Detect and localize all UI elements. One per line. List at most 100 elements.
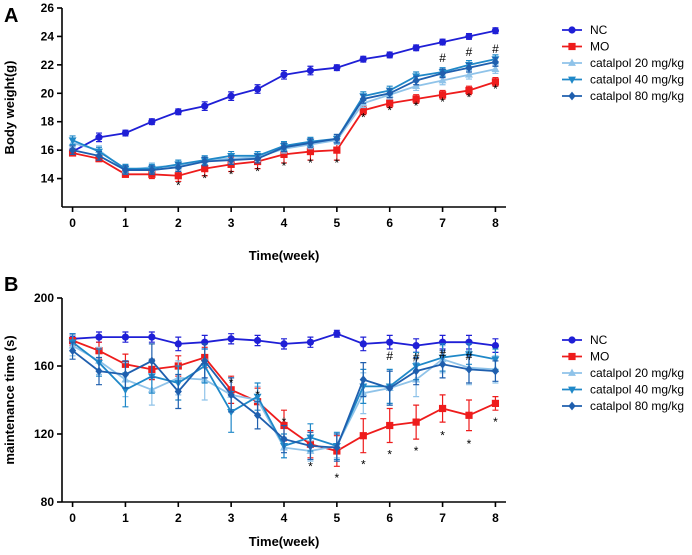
data-point	[201, 165, 209, 173]
hash-annotation: #	[466, 349, 473, 363]
y-tick-label: 22	[41, 58, 55, 72]
data-point	[201, 157, 209, 166]
data-point	[465, 32, 473, 41]
data-point	[148, 333, 156, 341]
data-point	[333, 134, 341, 144]
legend-label: catalpol 80 mg/kg	[590, 89, 684, 103]
legend-label: catalpol 20 mg/kg	[590, 56, 684, 70]
axes-b	[57, 297, 506, 507]
data-point	[412, 81, 421, 90]
data-point	[201, 102, 209, 110]
data-point	[253, 393, 262, 401]
data-point	[491, 57, 500, 67]
star-annotation: *	[361, 458, 366, 472]
data-point	[465, 86, 473, 95]
legend-marker	[568, 336, 576, 344]
data-point	[253, 154, 262, 163]
data-point	[306, 441, 315, 451]
data-point	[280, 340, 288, 348]
data-point	[121, 333, 130, 341]
data-point	[412, 366, 420, 376]
y-tick-label: 20	[41, 86, 55, 100]
legend-marker	[568, 76, 576, 84]
data-point	[491, 342, 500, 350]
legend-label: NC	[590, 23, 608, 37]
y-tick-label: 24	[41, 29, 55, 43]
x-tick-label: 5	[334, 511, 341, 525]
star-annotation: *	[387, 103, 392, 117]
legend-label: NC	[590, 333, 608, 347]
data-point	[333, 443, 341, 452]
axes-a	[57, 7, 506, 212]
legend-marker	[568, 42, 576, 51]
data-point	[386, 383, 394, 393]
star-annotation: *	[229, 167, 234, 181]
data-point	[68, 145, 77, 155]
data-point	[174, 162, 182, 172]
data-point	[412, 44, 420, 52]
data-point	[121, 165, 130, 175]
data-point	[359, 340, 367, 348]
data-point	[386, 51, 394, 59]
series-NC	[68, 27, 500, 156]
data-point	[438, 38, 447, 46]
data-point	[386, 88, 394, 98]
data-point	[95, 366, 103, 376]
data-point	[174, 108, 182, 116]
legend-marker	[568, 91, 576, 101]
data-point	[491, 64, 500, 73]
hash-annotation: #	[413, 351, 420, 365]
x-tick-label: 8	[492, 216, 499, 230]
series-NC	[68, 329, 500, 353]
data-point	[333, 330, 341, 338]
data-point	[438, 359, 447, 369]
legend-marker	[568, 58, 576, 66]
data-point	[95, 151, 103, 161]
y-tick-label: 160	[34, 359, 54, 373]
legend-marker	[568, 352, 576, 361]
data-point	[174, 340, 182, 348]
x-tick-label: 1	[122, 511, 129, 525]
hash-annotation: #	[439, 347, 446, 361]
star-annotation: *	[308, 459, 313, 473]
star-annotation: *	[229, 376, 234, 390]
legend-label: MO	[590, 350, 609, 364]
series-cat80	[68, 341, 500, 462]
data-point	[227, 409, 236, 417]
y-tick-label: 18	[41, 115, 55, 129]
star-annotation: *	[202, 172, 207, 186]
data-point	[227, 390, 235, 400]
data-point	[306, 138, 315, 148]
data-point	[438, 91, 447, 99]
data-point	[491, 366, 500, 376]
star-annotation: *	[467, 437, 472, 451]
star-annotation: *	[335, 471, 340, 485]
data-point	[227, 155, 235, 165]
panel-a: A 14 16 18 20 22 24 26 0 1 2 3 4 5 6 7 8 Time(week) Body w…	[2, 1, 684, 263]
x-tick-label: 4	[281, 216, 288, 230]
data-point	[306, 147, 315, 156]
data-point	[253, 410, 262, 420]
x-tick-label: 4	[281, 511, 288, 525]
data-point	[438, 69, 447, 78]
data-point	[412, 342, 420, 350]
data-point	[359, 94, 367, 104]
data-point	[148, 118, 156, 126]
star-annotation: *	[493, 415, 498, 429]
hash-annotation: #	[492, 42, 499, 56]
data-point	[438, 76, 447, 84]
star-annotation: *	[493, 82, 498, 96]
x-tick-label: 3	[228, 511, 235, 525]
data-point	[68, 346, 77, 356]
y-tick-label: 120	[34, 427, 54, 441]
data-point	[412, 95, 420, 103]
star-annotation: *	[176, 179, 181, 193]
data-point	[465, 351, 473, 359]
data-point	[121, 370, 130, 379]
data-point	[306, 66, 315, 75]
star-annotation: *	[414, 99, 419, 113]
data-point	[121, 129, 130, 137]
y-tick-label: 26	[41, 1, 55, 15]
panel-b: B 80 120 160 200 0 1 2 3 4 5 6 7 8 Time(week) maintenan…	[2, 274, 684, 549]
